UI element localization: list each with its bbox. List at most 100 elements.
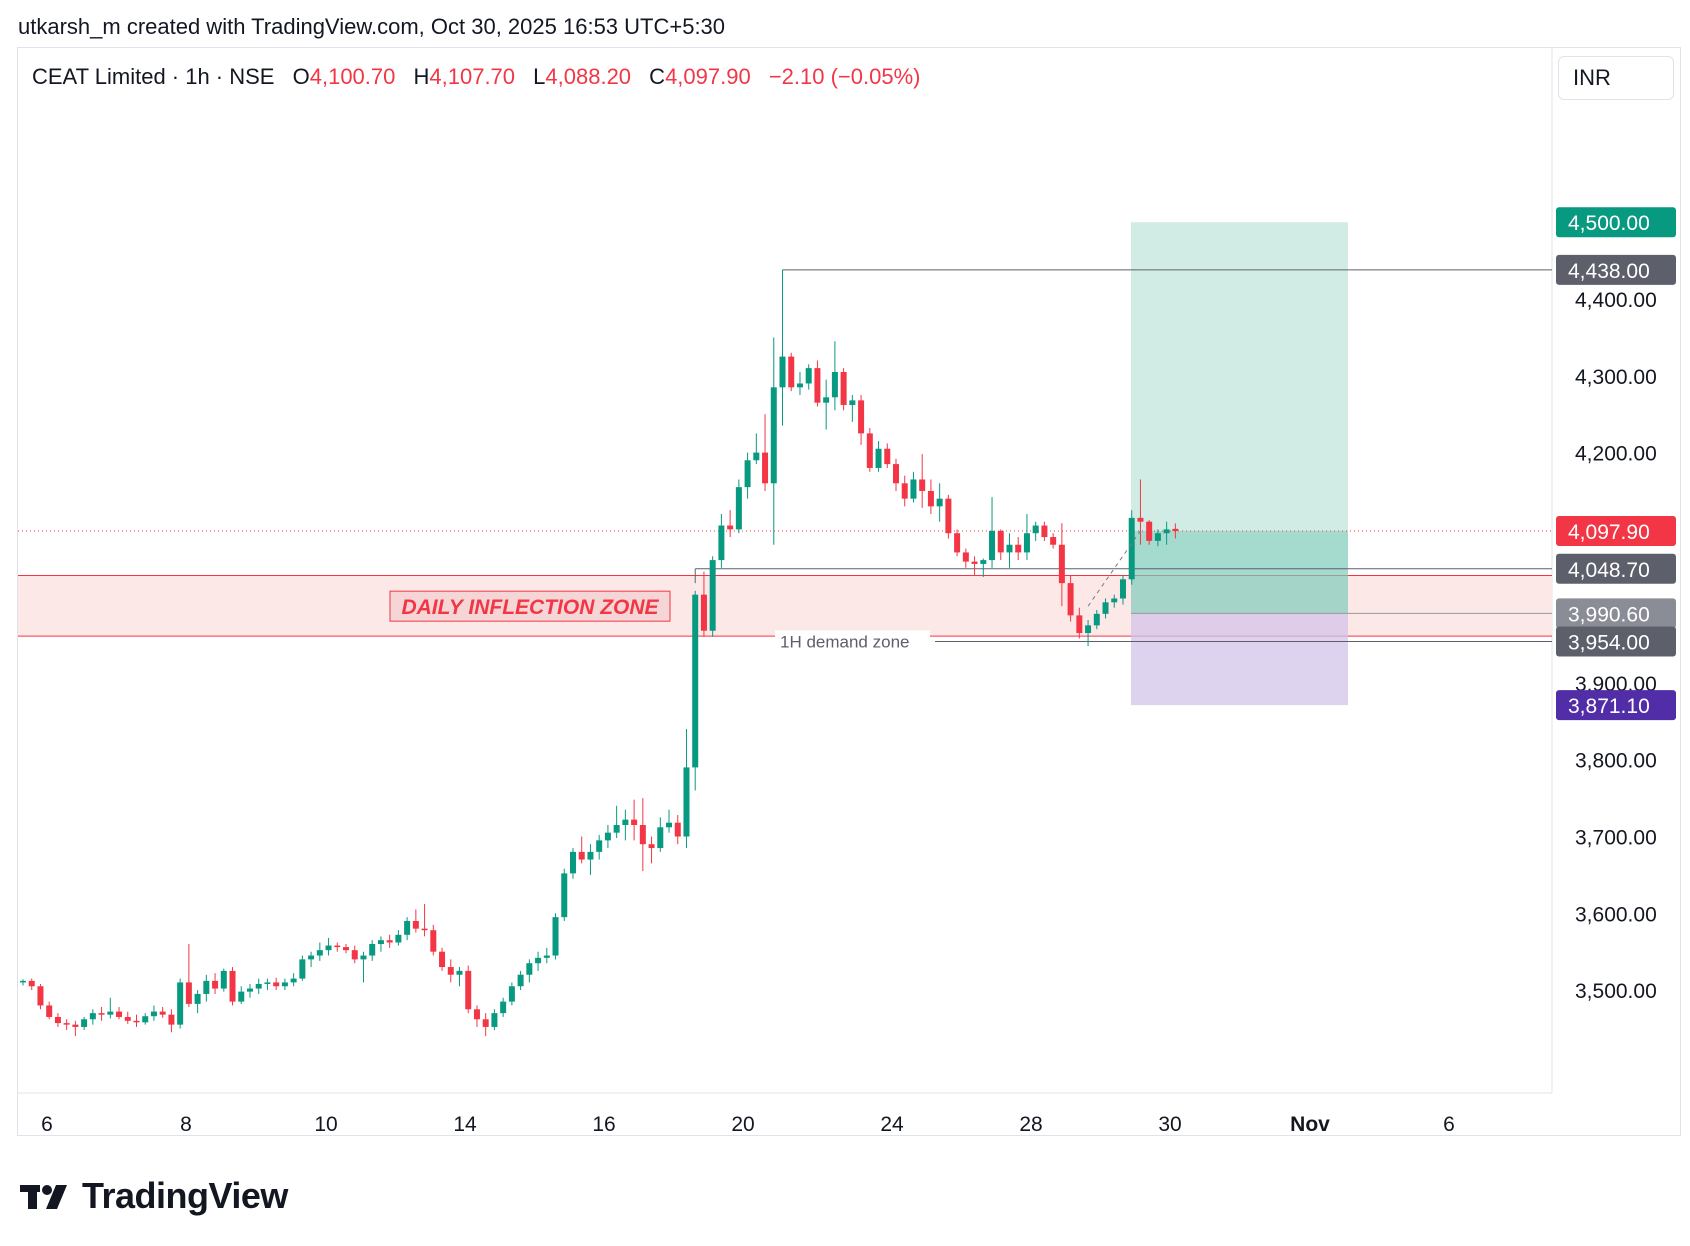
demand-level-badge: 3,954.00 — [1556, 626, 1676, 657]
candle-body — [351, 950, 358, 960]
time-tick-label: Nov — [1290, 1113, 1330, 1136]
candle — [404, 917, 411, 941]
candle-body — [203, 980, 210, 994]
candle-body — [246, 988, 253, 992]
high-value: 4,107.70 — [429, 64, 516, 89]
chart-frame — [17, 47, 1681, 1136]
candle — [412, 909, 419, 933]
candle — [1050, 533, 1057, 549]
candle-body — [779, 356, 786, 388]
candle-body — [308, 955, 315, 960]
candle — [491, 1009, 498, 1031]
candle — [831, 341, 838, 411]
candle — [246, 983, 253, 998]
candle — [430, 924, 437, 956]
candle-body — [526, 963, 533, 975]
candle — [220, 968, 227, 992]
candle-body — [971, 561, 978, 564]
candle — [482, 1013, 489, 1037]
candle-body — [159, 1011, 166, 1015]
candle — [866, 428, 873, 472]
candle — [596, 834, 603, 860]
candle — [465, 965, 472, 1014]
tradingview-logo[interactable]: TradingView — [20, 1175, 288, 1217]
candle — [150, 1005, 157, 1021]
time-tick-label: 6 — [41, 1113, 53, 1136]
candle — [989, 497, 996, 568]
candle-body — [535, 957, 542, 964]
symbol-title[interactable]: CEAT Limited · 1h · NSE — [32, 64, 275, 89]
stop-price-badge-text: 3,871.10 — [1568, 695, 1650, 718]
candle-body — [648, 844, 655, 849]
price-tick-label: 4,300.00 — [1575, 366, 1657, 389]
time-tick-label: 16 — [592, 1113, 615, 1136]
low-value: 4,088.20 — [545, 64, 632, 89]
candle — [927, 479, 934, 515]
candle-body — [517, 974, 524, 987]
candle — [369, 940, 376, 961]
upper-level-badge-bg — [1556, 553, 1676, 584]
candle-body — [238, 991, 245, 1002]
candle-body — [884, 448, 891, 465]
candle — [735, 479, 742, 534]
candle — [674, 815, 681, 845]
tradingview-wordmark: TradingView — [82, 1175, 288, 1216]
candle-body — [491, 1013, 498, 1027]
candle-body — [561, 873, 568, 918]
candle-body — [133, 1020, 140, 1023]
candle — [893, 458, 899, 491]
candle — [37, 983, 44, 1010]
candle-body — [220, 970, 227, 989]
candle-body — [709, 560, 716, 631]
candle — [578, 836, 585, 864]
ohlc-legend: CEAT Limited · 1h · NSE O4,100.70 H4,107… — [32, 64, 921, 90]
candle-body — [255, 983, 262, 989]
candle-body — [666, 822, 673, 828]
demand-level-badge-text: 3,954.00 — [1568, 631, 1650, 654]
candle-body — [150, 1011, 157, 1017]
time-tick-label: 6 — [1443, 1113, 1455, 1136]
candle — [1058, 523, 1065, 607]
candle-body — [430, 930, 437, 952]
candle — [351, 945, 358, 964]
candle-body — [587, 851, 594, 860]
candle-body — [753, 452, 760, 461]
high-level-badge-bg — [1556, 254, 1676, 285]
candle-body — [901, 483, 908, 499]
candle-body — [936, 498, 943, 507]
candle — [709, 556, 716, 637]
candle-body — [770, 387, 777, 484]
candle-body — [1172, 528, 1179, 531]
candle — [945, 494, 952, 539]
candle — [770, 337, 777, 545]
candle — [1154, 529, 1161, 547]
candle-body — [543, 955, 550, 958]
candle — [290, 973, 297, 987]
currency-selector[interactable]: INR — [1558, 56, 1674, 100]
candle-body — [89, 1013, 96, 1020]
open-pnl-zone — [1131, 530, 1348, 614]
time-tick-label: 24 — [880, 1113, 904, 1136]
candle — [936, 483, 943, 522]
candle — [569, 848, 576, 879]
candle-body — [395, 934, 402, 943]
candle-body — [954, 533, 961, 553]
candle — [683, 729, 690, 849]
candle-body — [116, 1011, 123, 1017]
candle — [823, 379, 830, 430]
candle — [954, 529, 961, 557]
candle — [535, 951, 542, 971]
candle — [1015, 537, 1022, 561]
candle — [168, 1009, 175, 1033]
high-level-badge: 4,438.00 — [1556, 254, 1676, 285]
candle — [1163, 521, 1170, 545]
candle-body — [500, 1001, 507, 1014]
candle — [447, 959, 454, 983]
target-price-badge-text: 4,500.00 — [1568, 212, 1650, 235]
target-price-badge-bg — [1556, 207, 1676, 238]
candle-body — [1015, 544, 1022, 553]
candle-body — [692, 594, 699, 768]
candle — [1128, 510, 1135, 585]
candle-body — [919, 479, 926, 491]
